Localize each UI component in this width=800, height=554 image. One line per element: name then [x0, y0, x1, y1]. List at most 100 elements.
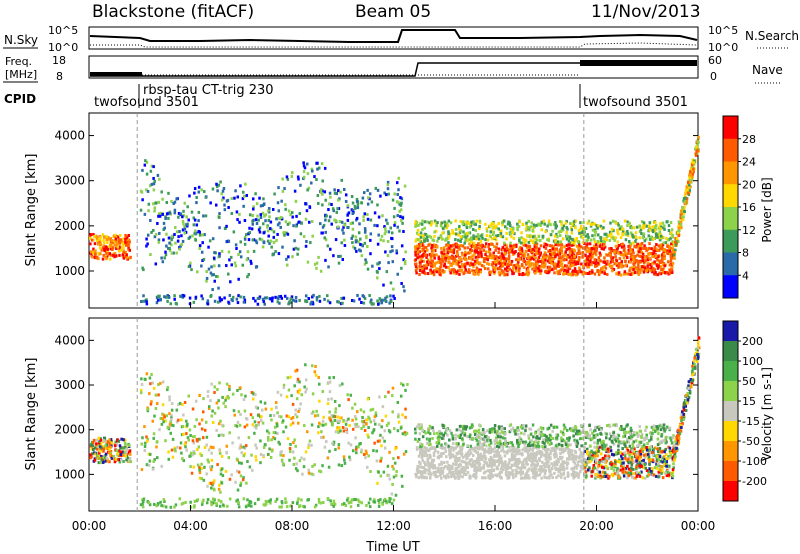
rti-cell	[284, 500, 288, 504]
rti-cell	[186, 436, 190, 440]
rti-cell	[339, 254, 342, 258]
rti-cell	[553, 251, 556, 255]
rti-cell	[422, 253, 425, 257]
rti-cell	[183, 400, 187, 404]
rti-cell	[692, 167, 695, 171]
rti-cell	[676, 240, 680, 244]
rti-cell	[168, 422, 172, 426]
rti-cell	[366, 245, 369, 249]
rti-cell	[460, 262, 464, 266]
rti-cell	[418, 261, 422, 265]
rti-cell	[564, 250, 567, 254]
rti-cell	[151, 381, 154, 385]
rti-cell	[388, 301, 391, 305]
rti-cell	[227, 250, 231, 254]
rti-cell	[638, 230, 642, 234]
rti-cell	[379, 433, 382, 437]
rti-cell	[129, 255, 132, 259]
rti-cell	[639, 267, 642, 271]
nsky-trace	[89, 29, 698, 43]
rti-cell	[238, 220, 241, 224]
rti-cell	[587, 263, 591, 267]
rti-cell	[377, 504, 381, 508]
rti-cell	[302, 170, 306, 174]
rti-cell	[303, 166, 307, 170]
rti-cell	[461, 244, 465, 248]
rti-cell	[191, 453, 194, 457]
rti-cell	[118, 253, 121, 257]
rti-cell	[454, 254, 458, 258]
rti-cell	[380, 444, 383, 448]
rti-cell	[106, 245, 110, 249]
rti-cell	[366, 397, 370, 401]
rti-cell	[477, 246, 480, 250]
rti-cell	[603, 264, 607, 268]
rti-cell	[239, 295, 242, 299]
rti-cell	[191, 439, 195, 443]
rti-cell	[359, 237, 362, 241]
rti-cell	[169, 302, 173, 306]
rti-cell	[360, 450, 363, 454]
rti-cell	[276, 201, 280, 205]
rti-cell	[268, 447, 271, 451]
rti-cell	[617, 264, 621, 268]
rti-cell	[357, 445, 360, 449]
rti-cell	[355, 197, 359, 201]
rti-cell	[182, 213, 185, 217]
rti-cell	[304, 378, 308, 382]
rti-cell	[604, 232, 608, 236]
rti-cell	[291, 501, 295, 505]
rti-cell	[660, 246, 663, 250]
rti-cell	[416, 244, 419, 248]
rti-cell	[305, 430, 309, 434]
rti-cell	[218, 448, 221, 452]
rti-cell	[609, 445, 612, 449]
rti-cell	[468, 222, 472, 226]
rti-cell	[167, 246, 170, 250]
rti-cell	[201, 500, 204, 504]
rti-cell	[632, 241, 635, 245]
rti-cell	[355, 199, 359, 203]
rti-cell	[581, 240, 585, 244]
rti-cell	[425, 454, 429, 458]
rti-cell	[670, 268, 673, 272]
rti-cell	[251, 423, 255, 427]
rti-cell	[478, 219, 482, 223]
rti-cell	[109, 453, 112, 457]
rti-cell	[210, 265, 213, 269]
rti-cell	[538, 253, 542, 257]
rti-cell	[535, 242, 539, 246]
rti-cell	[560, 256, 563, 260]
rti-cell	[160, 504, 163, 508]
rti-cell	[237, 277, 240, 281]
rti-cell	[348, 424, 351, 428]
rti-cell	[503, 243, 506, 247]
rti-cell	[178, 401, 182, 405]
rti-cell	[113, 239, 116, 243]
rti-cell	[526, 451, 530, 455]
rti-cell	[613, 238, 616, 242]
rti-cell	[321, 225, 325, 229]
rti-cell	[670, 242, 673, 246]
rti-cell	[165, 295, 169, 299]
rti-cell	[628, 221, 631, 225]
freq-trace	[90, 62, 697, 77]
rti-cell	[218, 451, 222, 455]
rti-cell	[338, 220, 342, 224]
rti-cell	[285, 263, 289, 267]
rti-cell	[383, 191, 386, 195]
rti-cell	[314, 373, 318, 377]
rti-cell	[559, 230, 562, 234]
rti-cell	[557, 260, 560, 264]
rti-cell	[299, 183, 302, 187]
rti-cell	[605, 238, 608, 242]
rti-cell	[433, 464, 436, 468]
rti-cell	[493, 226, 496, 230]
rti-cell	[295, 397, 299, 401]
rti-cell	[571, 222, 574, 226]
rti-cell	[254, 265, 258, 269]
rti-cell	[386, 180, 390, 184]
rti-cell	[250, 391, 254, 395]
rti-cell	[638, 269, 641, 273]
rti-cell	[307, 220, 311, 224]
